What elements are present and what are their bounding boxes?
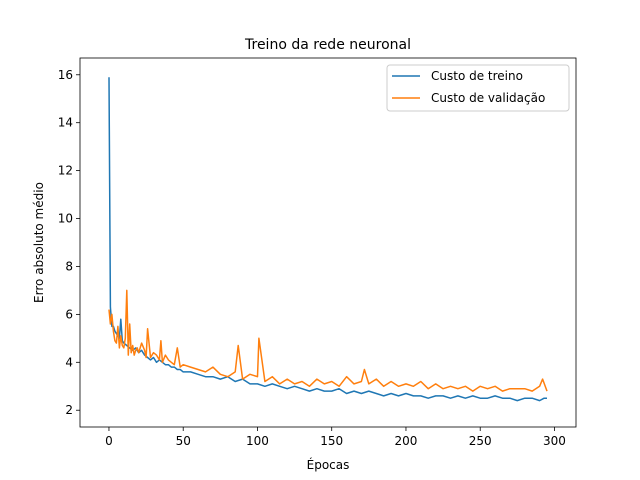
plot-series	[108, 77, 548, 402]
y-tick-label: 16	[58, 68, 73, 82]
x-tick-label: 100	[246, 434, 269, 448]
y-tick-label: 2	[65, 403, 73, 417]
y-tick-label: 10	[58, 212, 73, 226]
legend: Custo de treino Custo de validação	[386, 64, 570, 112]
x-tick-label: 150	[320, 434, 343, 448]
y-tick-label: 14	[58, 116, 73, 130]
x-axis-ticks: 0 50 100 150 200 250 300	[105, 427, 566, 448]
x-tick-label: 250	[469, 434, 492, 448]
chart-title: Treino da rede neuronal	[244, 37, 411, 53]
y-tick-label: 12	[58, 164, 73, 178]
x-tick-label: 300	[543, 434, 566, 448]
series-line-train	[108, 77, 547, 402]
y-axis-label: Erro absoluto médio	[32, 182, 46, 303]
y-axis-ticks: 2 4 6 8 10 12 14 16	[58, 68, 80, 417]
y-tick-label: 6	[65, 307, 73, 321]
legend-label-validation: Custo de validação	[431, 91, 545, 105]
x-tick-label: 200	[395, 434, 418, 448]
legend-label-train: Custo de treino	[431, 69, 523, 83]
legend-box	[386, 64, 570, 112]
series-line-validation	[108, 289, 548, 392]
y-tick-label: 8	[65, 259, 73, 273]
x-tick-label: 50	[176, 434, 191, 448]
x-tick-label: 0	[105, 434, 113, 448]
plot-frame	[79, 57, 577, 428]
x-axis-label: Épocas	[307, 457, 350, 472]
y-tick-label: 4	[65, 355, 73, 369]
